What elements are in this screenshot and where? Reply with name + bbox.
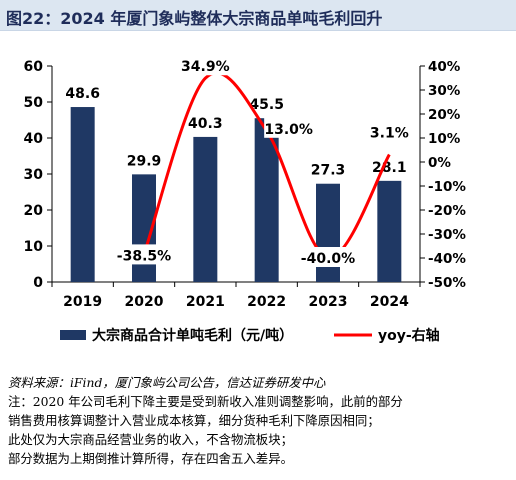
x-tick-label: 2019 [63, 294, 102, 310]
bar-value-label: 40.3 [188, 116, 223, 132]
right-tick-label: -20% [428, 203, 466, 219]
x-tick-label: 2020 [125, 294, 164, 310]
left-tick-label: 60 [24, 59, 44, 75]
right-tick-label: 0% [428, 155, 451, 171]
yoy-value-label: -38.5% [117, 248, 171, 264]
bar [193, 136, 218, 282]
bar-value-label: 29.9 [127, 153, 162, 169]
note-line: 注：2020 年公司毛利下降主要是受到新收入准则调整影响，此前的部分 [8, 394, 403, 409]
yoy-label-bg [115, 244, 173, 265]
left-tick-label: 40 [24, 131, 44, 147]
right-tick-label: -10% [428, 179, 466, 195]
left-tick-label: 0 [33, 275, 43, 291]
title-bar: 图22：2024 年厦门象屿整体大宗商品单吨毛利回升 [0, 0, 516, 31]
bar [316, 183, 340, 282]
legend-bar-swatch [60, 330, 86, 340]
x-tick-label: 2023 [309, 294, 348, 310]
right-tick-label: -30% [428, 227, 466, 243]
note-line: 部分数据为上期倒推计算所得，存在四舍五入差异。 [8, 451, 293, 466]
right-tick-label: 10% [428, 131, 461, 147]
bar [254, 118, 279, 282]
yoy-value-label: 13.0% [264, 122, 313, 138]
yoy-value-label: 34.9% [181, 59, 230, 75]
right-tick-label: 40% [428, 59, 461, 75]
yoy-label-bg [264, 117, 314, 138]
source-notes: 资料来源：iFind，厦门象屿公司公告，信达证券研发中心 注：2020 年公司毛… [8, 373, 513, 468]
yoy-value-label: -40.0% [301, 251, 355, 267]
right-tick-label: 20% [428, 107, 461, 123]
yoy-label-bg [369, 121, 410, 142]
left-tick-label: 50 [24, 95, 44, 111]
yoy-label-bg [299, 247, 357, 267]
bar-value-label: 28.1 [372, 160, 407, 176]
note-line: 此处仅为大宗商品经营业务的收入，不含物流板块； [8, 432, 293, 447]
source-line: 资料来源：iFind，厦门象屿公司公告，信达证券研发中心 [8, 375, 326, 390]
yoy-label-bg [180, 55, 230, 76]
x-tick-label: 2021 [186, 294, 225, 310]
legend-bar-label: 大宗商品合计单吨毛利（元/吨） [92, 327, 293, 344]
yoy-value-label: 3.1% [370, 126, 409, 142]
left-tick-label: 20 [24, 203, 44, 219]
x-tick-label: 2024 [370, 294, 409, 310]
right-tick-label: -40% [428, 251, 466, 267]
right-tick-label: 30% [428, 83, 461, 99]
figure-title: 图22：2024 年厦门象屿整体大宗商品单吨毛利回升 [6, 9, 383, 28]
right-tick-label: -50% [428, 275, 466, 291]
bar-value-label: 45.5 [249, 97, 284, 113]
legend-line-label: yoy-右轴 [378, 327, 440, 344]
bar [70, 107, 95, 282]
bar-value-label: 27.3 [311, 163, 346, 179]
combo-chart: 0 10 20 30 40 50 60 -50% -40% -30% -20% -10% 0% 10% 20… [24, 55, 466, 344]
left-tick-label: 30 [24, 167, 44, 183]
bar [377, 180, 402, 282]
note-line: 销售费用核算调整计入营业成本核算，细分货种毛利下降原因相同； [8, 413, 380, 428]
left-tick-label: 10 [24, 239, 44, 255]
bar-value-label: 48.6 [65, 86, 100, 102]
x-tick-label: 2022 [247, 294, 286, 310]
